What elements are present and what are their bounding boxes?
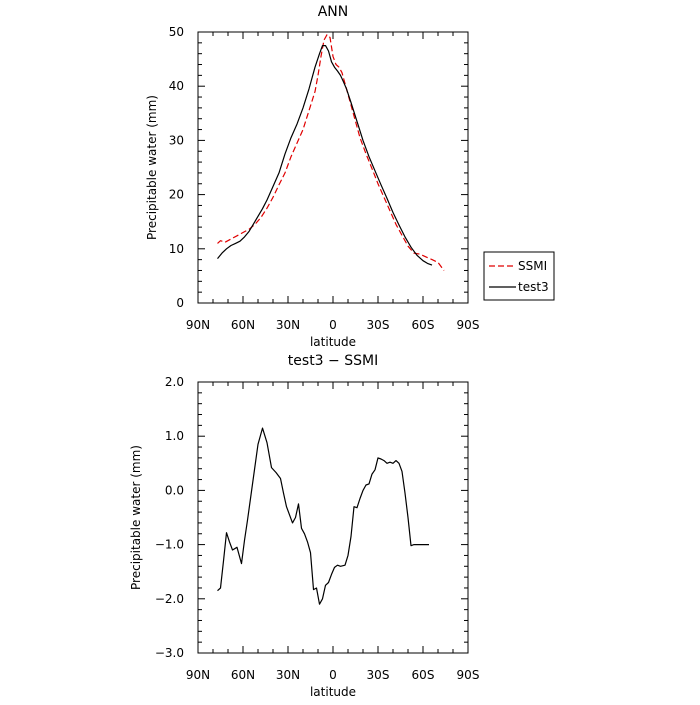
x-tick-label: 30S <box>367 318 390 332</box>
y-tick-label: 50 <box>169 25 184 39</box>
y-tick-label: 30 <box>169 133 184 147</box>
legend-label-test3: test3 <box>518 280 549 294</box>
x-tick-label: 90S <box>457 668 480 682</box>
y-tick-label: −2.0 <box>155 592 184 606</box>
plot-frame <box>197 381 469 654</box>
x-tick-label: 0 <box>329 668 337 682</box>
x-tick-label: 0 <box>329 318 337 332</box>
x-tick-label: 60N <box>231 318 255 332</box>
top-panel: 90N 60N 30N 0 30S 60S 90S 0 10 20 30 40 50 ANN latitud… <box>145 4 555 349</box>
x-tick-label: 30N <box>276 668 300 682</box>
y-axis-label: Precipitable water (mm) <box>145 95 159 240</box>
series-line-test3 <box>217 44 433 266</box>
difference-line <box>217 427 429 605</box>
y-tick-label: −3.0 <box>155 646 184 660</box>
chart-title: test3 − SSMI <box>288 353 378 369</box>
legend-label-ssmi: SSMI <box>518 259 547 273</box>
y-tick-label: 10 <box>169 242 184 256</box>
y-tick-label: 2.0 <box>165 375 184 389</box>
legend-box <box>483 251 555 301</box>
y-tick-label: 40 <box>169 79 184 93</box>
x-tick-label: 60S <box>412 318 435 332</box>
y-tick-label: 20 <box>169 188 184 202</box>
y-tick-label: 0.0 <box>165 483 184 497</box>
y-tick-label: −1.0 <box>155 538 184 552</box>
chart-title: ANN <box>318 4 349 20</box>
x-tick-label: 30N <box>276 318 300 332</box>
y-tick-label: 0 <box>176 296 184 310</box>
x-axis-label: latitude <box>310 685 356 699</box>
legend: SSMI test3 <box>483 251 555 301</box>
x-tick-label: 90S <box>457 318 480 332</box>
x-tick-label: 60N <box>231 668 255 682</box>
y-tick-label: 1.0 <box>165 429 184 443</box>
x-tick-label: 30S <box>367 668 390 682</box>
x-tick-label: 90N <box>186 318 210 332</box>
x-tick-label: 90N <box>186 668 210 682</box>
x-tick-label: 60S <box>412 668 435 682</box>
plot-frame <box>197 31 469 304</box>
series-line-ssmi <box>217 34 445 271</box>
y-axis-label: Precipitable water (mm) <box>129 445 143 590</box>
bottom-panel: 90N 60N 30N 0 30S 60S 90S −3.0 −2.0 −1.0 0.0 1.0 2.0… <box>129 353 479 699</box>
x-axis-label: latitude <box>310 335 356 349</box>
